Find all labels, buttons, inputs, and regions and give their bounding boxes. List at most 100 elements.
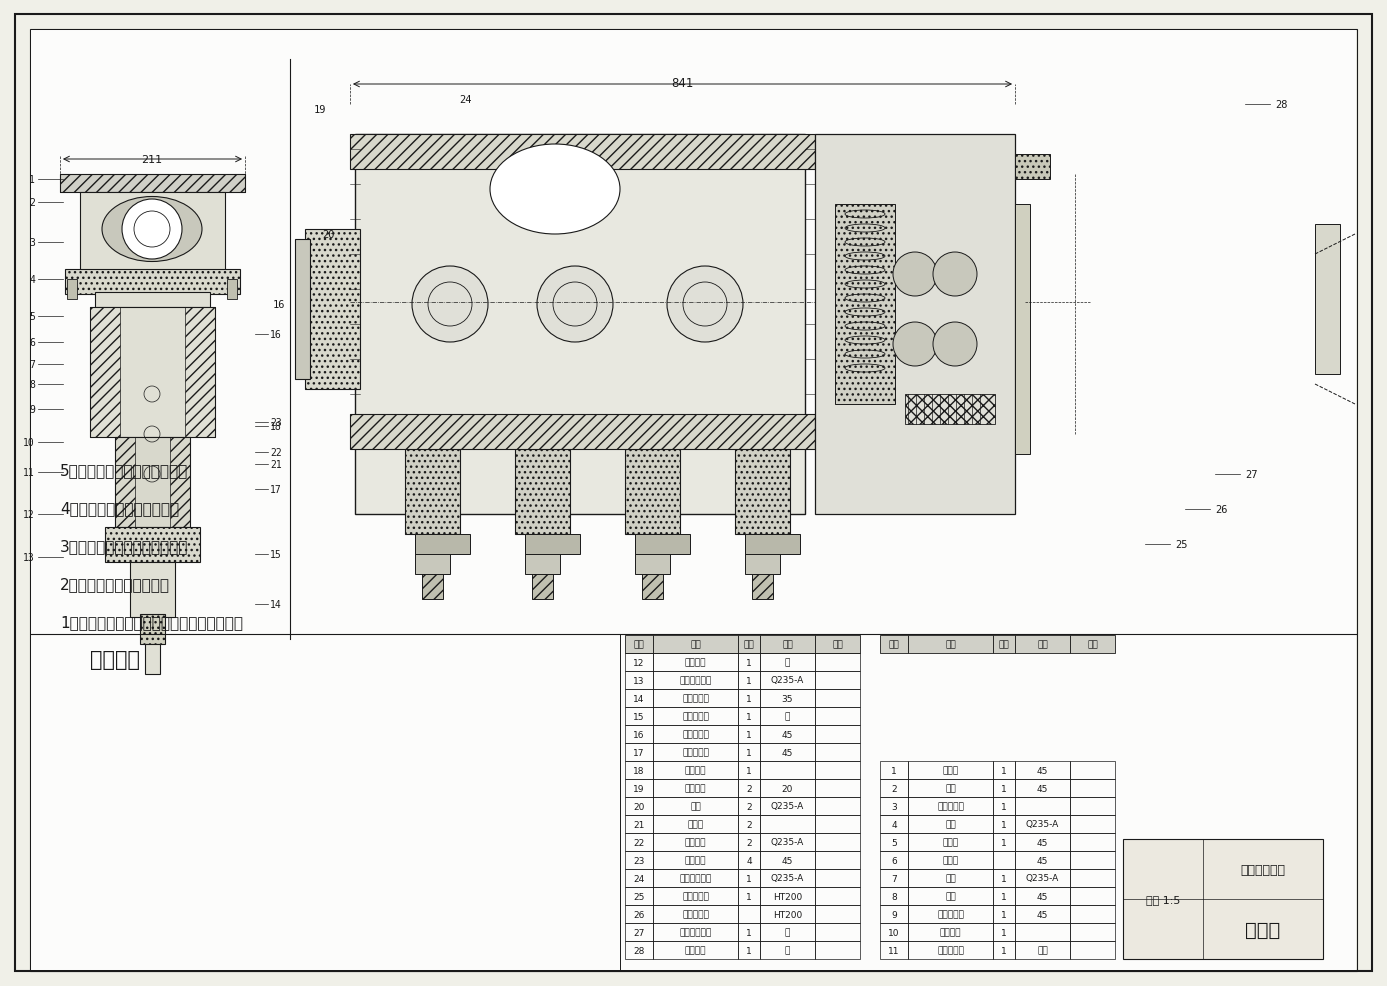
Text: 211: 211 bbox=[141, 155, 162, 165]
Bar bbox=[879, 887, 908, 905]
Bar bbox=[993, 869, 1015, 887]
Bar bbox=[908, 941, 993, 959]
Text: 16: 16 bbox=[634, 730, 645, 739]
Bar bbox=[1069, 923, 1115, 941]
Text: 1: 1 bbox=[746, 675, 752, 685]
Text: 841: 841 bbox=[671, 77, 694, 90]
Bar bbox=[295, 240, 311, 380]
Bar bbox=[1015, 798, 1069, 815]
Text: 27: 27 bbox=[1246, 469, 1258, 479]
Bar bbox=[993, 779, 1015, 798]
Bar bbox=[626, 905, 653, 923]
Bar bbox=[653, 779, 738, 798]
Bar bbox=[760, 905, 816, 923]
Text: 1: 1 bbox=[746, 891, 752, 900]
Bar bbox=[1069, 635, 1115, 654]
Text: 1: 1 bbox=[1001, 946, 1007, 954]
Text: 调速臂: 调速臂 bbox=[942, 838, 958, 847]
Bar bbox=[184, 308, 215, 438]
Text: 滑块: 滑块 bbox=[691, 802, 700, 810]
Bar bbox=[642, 575, 663, 599]
Bar bbox=[760, 798, 816, 815]
Text: 45: 45 bbox=[1037, 784, 1049, 793]
Text: 装配图: 装配图 bbox=[1246, 920, 1280, 939]
Bar bbox=[908, 851, 993, 869]
Bar bbox=[626, 761, 653, 779]
Text: 5、试车运行合格后进行涂漆。: 5、试车运行合格后进行涂漆。 bbox=[60, 462, 189, 477]
Text: 24: 24 bbox=[459, 95, 472, 105]
Bar bbox=[90, 308, 215, 438]
Polygon shape bbox=[526, 534, 580, 554]
Text: 调速器端盖: 调速器端盖 bbox=[938, 909, 964, 919]
Bar bbox=[760, 815, 816, 833]
Bar bbox=[305, 230, 361, 389]
Bar bbox=[1015, 887, 1069, 905]
Bar bbox=[60, 175, 245, 193]
Text: Q235-A: Q235-A bbox=[771, 802, 804, 810]
Text: 23: 23 bbox=[634, 856, 645, 865]
Text: 15: 15 bbox=[270, 549, 282, 559]
Bar bbox=[635, 534, 670, 575]
Bar bbox=[115, 438, 135, 528]
Bar bbox=[760, 923, 816, 941]
Bar bbox=[130, 562, 175, 617]
Bar bbox=[908, 815, 993, 833]
Text: 铸铁: 铸铁 bbox=[1037, 946, 1047, 954]
Bar bbox=[735, 435, 791, 534]
Bar bbox=[879, 635, 908, 654]
Bar bbox=[626, 635, 653, 654]
Text: 备注: 备注 bbox=[1087, 640, 1099, 649]
Text: 钢: 钢 bbox=[785, 658, 791, 667]
Bar bbox=[1015, 155, 1050, 179]
Bar bbox=[653, 941, 738, 959]
Bar bbox=[760, 671, 816, 689]
Bar bbox=[355, 135, 804, 515]
Text: 7: 7 bbox=[890, 874, 897, 882]
Bar bbox=[738, 905, 760, 923]
Polygon shape bbox=[745, 534, 800, 554]
Bar bbox=[626, 743, 653, 761]
Bar bbox=[115, 438, 190, 528]
Text: 1: 1 bbox=[29, 175, 35, 184]
Bar bbox=[879, 833, 908, 851]
Bar bbox=[350, 414, 816, 450]
Bar bbox=[94, 293, 209, 308]
Bar bbox=[760, 941, 816, 959]
Bar bbox=[738, 671, 760, 689]
Text: 18: 18 bbox=[634, 766, 645, 775]
Circle shape bbox=[667, 267, 743, 343]
Bar bbox=[1069, 798, 1115, 815]
Text: 数量: 数量 bbox=[999, 640, 1010, 649]
Bar bbox=[1015, 779, 1069, 798]
Polygon shape bbox=[415, 534, 470, 554]
Text: 4: 4 bbox=[29, 275, 35, 285]
Text: Q235-A: Q235-A bbox=[771, 675, 804, 685]
Text: 15: 15 bbox=[634, 712, 645, 721]
Text: 45: 45 bbox=[782, 747, 793, 756]
Text: 25: 25 bbox=[634, 891, 645, 900]
Bar bbox=[653, 905, 738, 923]
Text: 缸盖螺母: 缸盖螺母 bbox=[685, 658, 706, 667]
Bar bbox=[816, 815, 860, 833]
Bar bbox=[738, 887, 760, 905]
Text: 2: 2 bbox=[746, 819, 752, 828]
Text: 45: 45 bbox=[1037, 891, 1049, 900]
Bar bbox=[738, 654, 760, 671]
Bar bbox=[760, 654, 816, 671]
Bar bbox=[653, 743, 738, 761]
Bar bbox=[738, 851, 760, 869]
Circle shape bbox=[537, 267, 613, 343]
Bar bbox=[1015, 851, 1069, 869]
Bar bbox=[816, 761, 860, 779]
Text: 推杆总成: 推杆总成 bbox=[685, 766, 706, 775]
Text: 2: 2 bbox=[746, 802, 752, 810]
Text: 45: 45 bbox=[782, 856, 793, 865]
Bar bbox=[908, 887, 993, 905]
Bar bbox=[533, 575, 553, 599]
Bar bbox=[908, 869, 993, 887]
Polygon shape bbox=[635, 534, 689, 554]
Text: 喷油泵缸体: 喷油泵缸体 bbox=[938, 946, 964, 954]
Bar bbox=[908, 779, 993, 798]
Text: 16: 16 bbox=[272, 300, 284, 310]
Bar bbox=[626, 689, 653, 707]
